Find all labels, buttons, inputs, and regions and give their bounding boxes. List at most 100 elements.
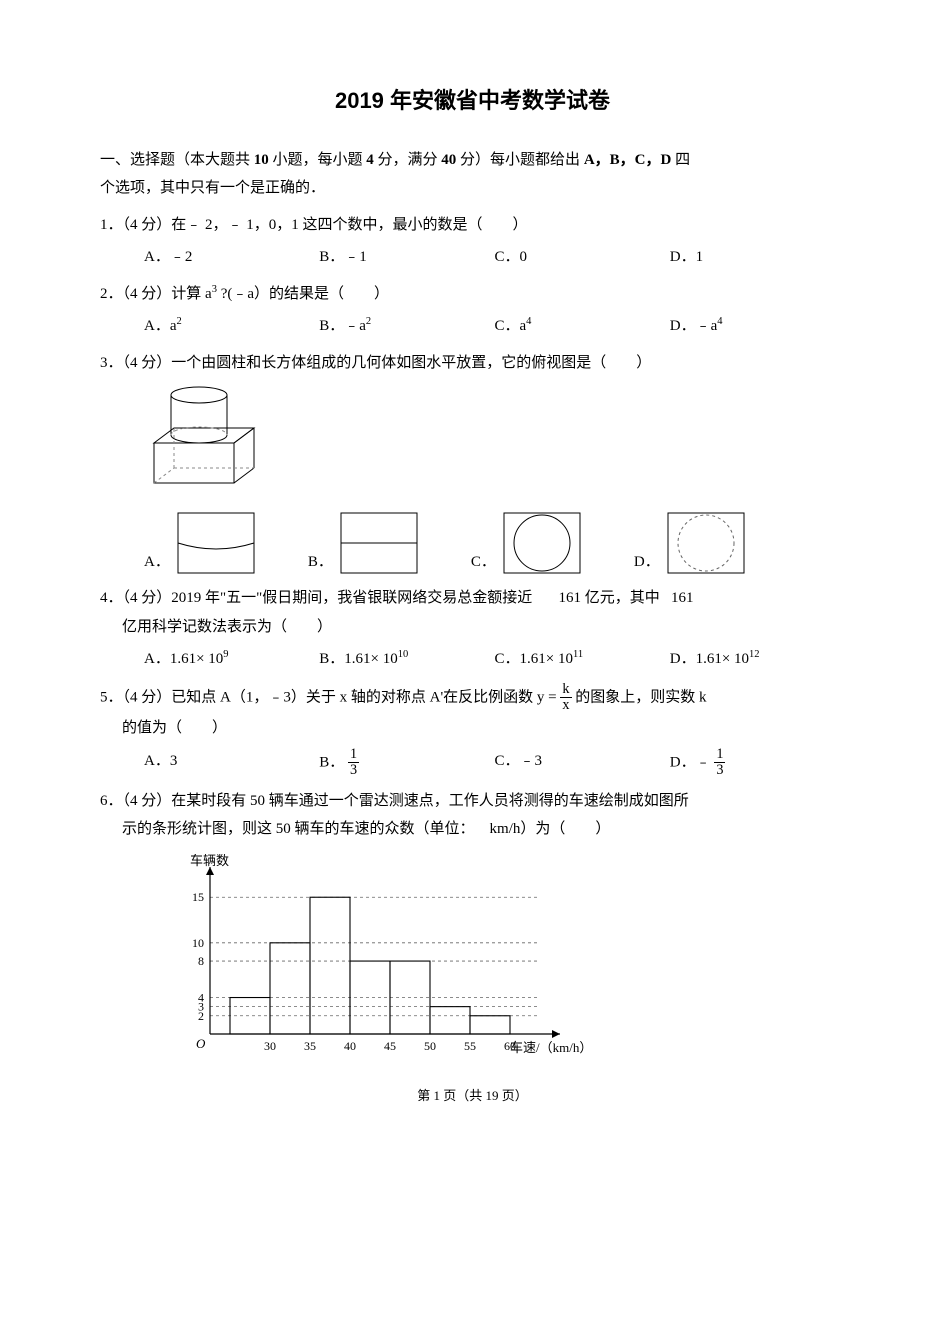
text: a: [205, 286, 212, 302]
svg-text:15: 15: [192, 890, 204, 904]
q4-opt-d: D．1.61× 1012: [670, 645, 845, 674]
sup: 9: [223, 649, 228, 660]
den: x: [560, 698, 571, 714]
question-4: 4．（4 分）2019 年"五一"假日期间，我省银联网络交易总金额接近 161 …: [100, 584, 845, 641]
fraction: 13: [348, 747, 359, 779]
q5-opt-d: D．﹣ 13: [670, 747, 845, 779]
q3-stem: 3．（4 分）一个由圆柱和长方体组成的几何体如图水平放置，它的俯视图是（ ）: [100, 355, 651, 371]
text: 10: [254, 152, 269, 168]
section-1-header: 一、选择题（本大题共 10 小题，每小题 4 分，满分 40 分）每小题都给出 …: [100, 146, 845, 203]
text: D．﹣a: [670, 318, 718, 334]
text: 示的条形统计图，则这: [122, 821, 272, 837]
q3-fig-d: [666, 511, 746, 576]
fraction: kx: [560, 682, 571, 714]
text: y =: [537, 689, 557, 705]
text: C．a: [495, 318, 527, 334]
q3-opt-b: B．: [308, 511, 419, 576]
label: C．: [471, 548, 496, 577]
fraction: 13: [714, 747, 725, 779]
bar-chart: 2348101530354045505560车辆数车速/（km/h）O: [160, 854, 600, 1064]
page-footer: 第 1 页（共 19 页）: [100, 1084, 845, 1109]
sup: 4: [526, 316, 531, 327]
text: 的值为（ ）: [122, 720, 227, 736]
q1-options: A．﹣2 B．﹣1 C．0 D．1: [144, 243, 845, 272]
text: 一、选择题（本大题共: [100, 152, 250, 168]
text: A．a: [144, 318, 177, 334]
q2-options: A．a2 B．﹣a2 C．a4 D．﹣a4: [144, 312, 845, 341]
label: B．: [308, 548, 333, 577]
q3-solid-figure: [144, 383, 274, 503]
sup: 2: [366, 316, 371, 327]
q3-figure: [144, 383, 845, 503]
text: 2．（4 分）计算: [100, 286, 201, 302]
text: 个选项，其中只有一个是正确的．: [100, 180, 325, 196]
q5-options: A．3 B． 13 C．﹣3 D．﹣ 13: [144, 747, 845, 779]
text: km/h）为（ ）: [490, 821, 611, 837]
sup: 10: [398, 649, 409, 660]
question-5: 5．（4 分）已知点 A（1，﹣3）关于 x 轴的对称点 A'在反比例函数 y …: [100, 682, 845, 743]
svg-text:40: 40: [344, 1039, 356, 1053]
question-1: 1．（4 分）在﹣ 2，﹣ 1，0，1 这四个数中，最小的数是（ ）: [100, 211, 845, 240]
text: 161: [671, 590, 694, 606]
text: 50 辆车的车速的众数（单位：: [276, 821, 475, 837]
q4-opt-a: A．1.61× 109: [144, 645, 319, 674]
text: 6．（4 分）在某时段有: [100, 793, 246, 809]
q1-stem: 1．（4 分）在﹣ 2，﹣ 1，0，1 这四个数中，最小的数是（ ）: [100, 217, 528, 233]
q1-opt-a: A．﹣2: [144, 243, 319, 272]
text: 四: [675, 152, 690, 168]
q4-opt-c: C．1.61× 1011: [495, 645, 670, 674]
svg-text:4: 4: [198, 991, 204, 1005]
q2-opt-b: B．﹣a2: [319, 312, 494, 341]
den: 3: [348, 763, 359, 779]
text: C．1.61× 10: [495, 651, 573, 667]
text: k: [699, 689, 707, 705]
text: A（1，﹣3）关于 x 轴的对称点: [220, 689, 426, 705]
svg-text:O: O: [196, 1036, 206, 1051]
q3-options: A． B． C． D．: [144, 511, 845, 576]
text: B．: [319, 754, 344, 770]
num: 1: [348, 747, 359, 764]
sup: 11: [573, 649, 583, 660]
q3-fig-b: [339, 511, 419, 576]
q5-opt-b: B． 13: [319, 747, 494, 779]
q3-opt-d: D．: [634, 511, 746, 576]
svg-text:30: 30: [264, 1039, 276, 1053]
sup: 4: [717, 316, 722, 327]
text: D．1.61× 10: [670, 651, 749, 667]
text: 4．（4 分）2019 年"五一"假日期间，我省银联网络交易总金额接近: [100, 590, 532, 606]
q3-fig-c: [502, 511, 582, 576]
den: 3: [714, 763, 725, 779]
q2-opt-c: C．a4: [495, 312, 670, 341]
svg-text:车辆数: 车辆数: [190, 854, 229, 868]
svg-text:55: 55: [464, 1039, 476, 1053]
sup: 3: [212, 284, 217, 295]
sup: 2: [177, 316, 182, 327]
text: A，B，C，D: [584, 152, 672, 168]
q4-opt-b: B．1.61× 1010: [319, 645, 494, 674]
text: 小题，每小题: [273, 152, 363, 168]
text: 5．（4 分）已知点: [100, 689, 216, 705]
text: B．1.61× 10: [319, 651, 397, 667]
text: ?(﹣a）的结果是（ ）: [221, 286, 389, 302]
q1-opt-b: B．﹣1: [319, 243, 494, 272]
text: D．﹣: [670, 754, 711, 770]
text: A'在反比例函数: [430, 689, 534, 705]
text: 50 辆车通过一个雷达测速点，工作人员将测得的车速绘制成如图所: [250, 793, 689, 809]
label: D．: [634, 548, 660, 577]
text: B．﹣a: [319, 318, 366, 334]
sup: 12: [749, 649, 760, 660]
q2-opt-d: D．﹣a4: [670, 312, 845, 341]
text: 40: [441, 152, 456, 168]
svg-text:45: 45: [384, 1039, 396, 1053]
q1-opt-c: C．0: [495, 243, 670, 272]
q1-opt-d: D．1: [670, 243, 845, 272]
q5-opt-a: A．3: [144, 747, 319, 779]
question-3: 3．（4 分）一个由圆柱和长方体组成的几何体如图水平放置，它的俯视图是（ ）: [100, 349, 845, 378]
svg-text:50: 50: [424, 1039, 436, 1053]
page-title: 2019 年安徽省中考数学试卷: [100, 80, 845, 122]
svg-text:车速/（km/h）: 车速/（km/h）: [510, 1040, 592, 1055]
q5-opt-c: C．﹣3: [495, 747, 670, 779]
q3-opt-a: A．: [144, 511, 256, 576]
q4-options: A．1.61× 109 B．1.61× 1010 C．1.61× 1011 D．…: [144, 645, 845, 674]
text: 分）每小题都给出: [460, 152, 580, 168]
